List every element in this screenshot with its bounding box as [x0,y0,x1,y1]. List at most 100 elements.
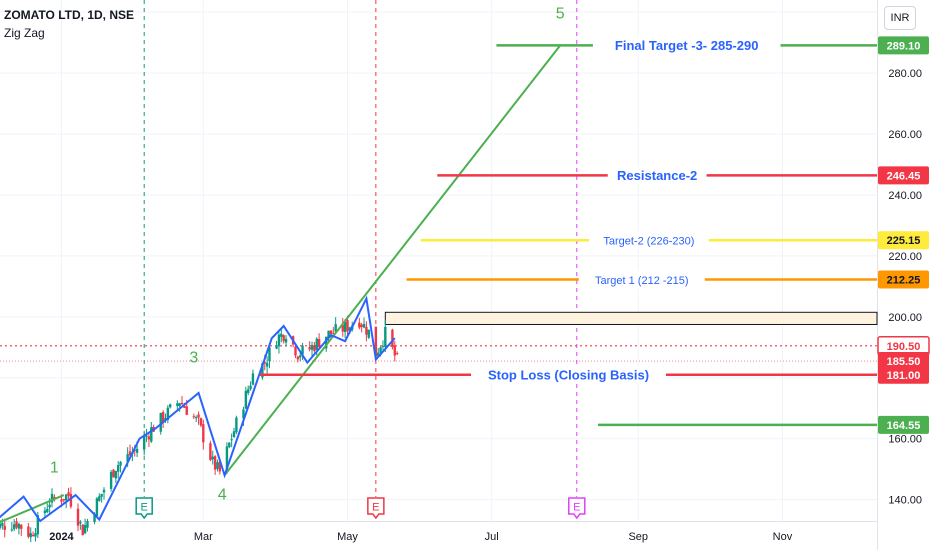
wave-label: 3 [189,350,198,367]
event-letter: E [372,502,379,514]
candle-body [202,424,205,443]
candle-body [86,521,89,528]
candle-body [247,389,250,393]
wave-line [0,494,65,524]
level-price-label: 181.00 [887,370,921,382]
candle-body [362,323,366,328]
candle-body [327,330,330,338]
candle-body [294,346,297,356]
candle-body [296,356,300,360]
candle-body [83,525,87,534]
candle-body [27,526,30,537]
candle-body [195,417,198,419]
candle-body [102,489,106,493]
indicator-label: Zig Zag [4,26,45,40]
candle-body [114,470,118,479]
candle-body [235,417,238,433]
current-price-tag [878,352,929,371]
candle-body [341,324,344,332]
event-letter: E [573,502,580,514]
candle-body [3,525,6,530]
candle-body [213,456,217,470]
candle-body [232,431,236,438]
candle-body [126,454,129,462]
candle-body [81,524,84,536]
candle-body [48,504,51,508]
wave-label: 4 [218,487,227,504]
plain-price-label: 200.00 [888,312,922,324]
candle-body [329,330,333,335]
level-label-bg [607,166,707,185]
level-label: Final Target -3- 285-290 [615,38,759,53]
candle-body [348,327,352,331]
y-tick-label: 220.00 [888,251,922,263]
event-marker: E [135,497,153,520]
candle-body [244,390,248,409]
level-price-label: 212.25 [887,275,921,287]
candle-body [95,498,99,517]
candle-body [299,355,302,358]
candle-body [164,418,167,420]
candle-body [159,412,162,432]
candle-body [20,524,23,529]
candle-body [0,523,2,528]
wave-line [223,44,562,476]
candle-body [334,324,337,332]
candle-body [268,347,271,362]
level-price-tag [878,270,929,289]
candle-body [317,338,321,348]
candle-body [377,352,380,357]
candle-body [367,329,370,338]
candle-body [395,353,399,355]
level-price-tag [878,365,929,384]
candle-body [128,451,132,456]
x-tick-label: Sep [628,531,648,543]
candle-body [301,345,304,355]
candle-body [225,446,229,470]
candle-body [242,409,245,419]
candle-body [284,338,288,343]
candle-body [358,322,361,328]
candle-body [116,465,120,472]
candle-body [50,493,54,503]
candle-body [381,345,385,347]
candles [0,315,399,543]
candle-body [230,439,233,441]
x-tick-label: May [337,531,358,543]
candle-body [280,333,283,337]
candle-body [393,345,396,356]
level-price-tag [878,36,929,55]
candle-body [60,499,63,502]
candle-body [67,492,70,496]
candle-body [15,521,18,528]
level-price-tag [878,166,929,185]
y-tick-label: 140.00 [888,495,922,507]
candle-body [365,326,368,335]
candle-body [145,435,148,437]
candle-body [197,414,200,418]
candle-body [43,510,47,514]
wave-label: 5 [556,5,565,22]
candle-body [135,448,139,453]
level-label: Target-2 (226-230) [603,236,694,248]
currency-button[interactable]: INR [884,6,916,30]
wave-label: 1 [50,459,59,476]
candle-body [346,320,349,332]
event-badge [568,497,586,520]
candle-body [315,338,318,350]
candle-body [185,406,188,415]
candle-body [374,326,378,357]
event-badge [367,497,385,520]
y-tick-label: 260.00 [888,129,922,141]
candle-body [147,436,151,440]
candle-body [263,362,266,364]
level-price-tag [878,415,929,434]
level-price-label: 164.55 [887,420,921,432]
candle-body [249,385,252,390]
event-letter: E [141,502,148,514]
level-price-tag [878,231,929,250]
candle-body [142,436,146,450]
candle-body [218,461,222,472]
prev-close-label: 190.50 [887,341,921,353]
